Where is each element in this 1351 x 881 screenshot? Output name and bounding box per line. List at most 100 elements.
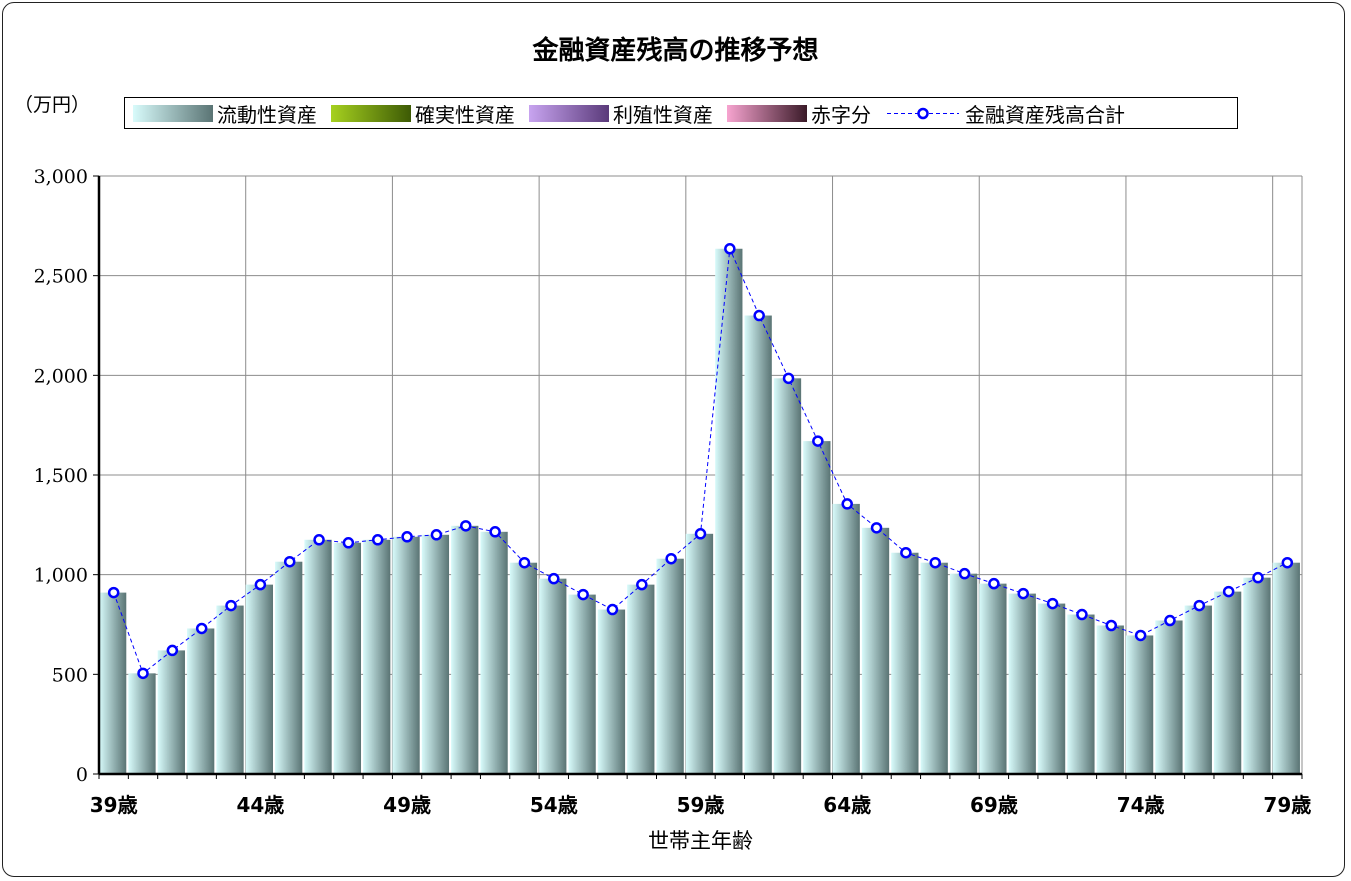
total-marker [1252, 571, 1264, 584]
chart-title: 金融資産残高の推移予想 [532, 36, 819, 66]
bar-liquid [744, 315, 772, 774]
total-marker [1105, 619, 1118, 632]
total-marker [782, 372, 795, 385]
x-tick-label: 79歳 [1263, 793, 1311, 817]
bar-liquid [1096, 625, 1124, 774]
total-marker [988, 577, 1000, 590]
total-marker [841, 498, 853, 510]
legend-swatch-deficit [727, 104, 807, 122]
legend-item-total: 金融資産残高合計 [885, 99, 1125, 128]
y-tick-label: 3,000 [34, 166, 88, 188]
total-marker [460, 520, 472, 532]
bar-liquid [715, 248, 743, 775]
bar-liquid [509, 562, 538, 774]
legend-item-invest: 利殖性資産 [529, 99, 713, 128]
legend-label-liquid: 流動性資産 [217, 102, 317, 127]
total-marker [577, 588, 589, 601]
total-marker [518, 556, 531, 569]
bar-liquid [627, 584, 655, 774]
bar-liquid [803, 441, 831, 774]
y-tick-label: 1,500 [34, 465, 88, 487]
total-marker [1164, 614, 1176, 627]
total-marker [1046, 597, 1059, 610]
bar-liquid [979, 583, 1007, 774]
y-tick-label: 1,000 [34, 565, 88, 587]
total-marker [137, 667, 149, 680]
bar-liquid [216, 605, 244, 774]
bar-liquid [304, 539, 332, 774]
total-marker [254, 578, 267, 591]
x-tick-label: 64歳 [823, 793, 871, 817]
total-marker [1281, 556, 1294, 569]
x-tick-label: 69歳 [970, 793, 1018, 817]
bar-liquid [1008, 593, 1036, 774]
total-marker [1193, 599, 1206, 612]
total-marker [430, 529, 443, 541]
bar-liquid [333, 542, 362, 774]
total-marker [371, 534, 384, 546]
total-marker [870, 522, 883, 534]
legend-swatch-liquid [133, 104, 213, 122]
total-marker [225, 599, 237, 612]
bar-liquid [1184, 605, 1212, 774]
total-marker [606, 603, 619, 616]
legend-label-deficit: 赤字分 [811, 102, 871, 127]
bar-liquid [685, 533, 714, 774]
bar-liquid [363, 539, 391, 774]
x-axis-title: 世帯主年齢 [648, 829, 753, 853]
total-marker [665, 552, 677, 565]
bar-liquid [480, 531, 508, 774]
bar-liquid [421, 534, 450, 774]
y-tick-label: 0 [76, 764, 88, 786]
bar-liquid [568, 594, 596, 774]
y-tick-label: 500 [52, 664, 88, 686]
bar-liquid [245, 584, 273, 774]
y-tick-label: 2,000 [34, 365, 88, 387]
bar-liquid [392, 536, 420, 774]
total-marker [1134, 629, 1147, 642]
total-marker [724, 243, 736, 255]
bar-liquid [920, 562, 948, 774]
legend-item-deficit: 赤字分 [727, 99, 871, 128]
total-marker [958, 567, 971, 580]
total-marker [489, 526, 501, 538]
bar-liquid [1037, 603, 1066, 774]
bar-liquid [1272, 562, 1300, 774]
bar-liquid [773, 378, 802, 774]
total-marker [342, 537, 355, 549]
legend-line-total [887, 107, 959, 119]
x-tick-label: 49歳 [383, 793, 431, 817]
total-marker [548, 572, 560, 585]
bar-liquid [1243, 577, 1271, 774]
total-marker [107, 586, 120, 599]
bar-liquid [597, 609, 626, 774]
y-unit-label: （万円） [14, 94, 91, 116]
bar-liquid [157, 650, 185, 774]
legend-label-certain: 確実性資産 [415, 102, 515, 127]
total-marker [166, 644, 179, 657]
bar-liquid [832, 503, 860, 774]
x-tick-label: 74歳 [1117, 793, 1165, 817]
bar-liquid [1067, 614, 1095, 774]
total-marker [195, 622, 208, 635]
total-marker [283, 555, 296, 568]
total-marker [812, 435, 824, 447]
bar-liquid [99, 592, 127, 774]
total-marker [1076, 608, 1088, 621]
x-tick-label: 54歳 [530, 793, 578, 817]
bar-liquid [187, 628, 215, 774]
bar-liquid [891, 552, 919, 774]
total-marker [1017, 587, 1030, 600]
total-marker [1222, 585, 1235, 598]
y-tick-label: 2,500 [34, 266, 88, 288]
chart-legend: 流動性資産 確実性資産 利殖性資産 赤字分 金融資産残高合計 [124, 97, 1238, 129]
legend-label-total: 金融資産残高合計 [965, 102, 1125, 127]
bar-liquid [451, 525, 479, 774]
x-tick-label: 39歳 [90, 793, 138, 817]
legend-item-certain: 確実性資産 [331, 99, 515, 128]
bar-liquid [1213, 591, 1242, 774]
legend-item-liquid: 流動性資産 [133, 99, 317, 128]
total-marker [900, 546, 912, 559]
bar-liquid [539, 578, 567, 774]
